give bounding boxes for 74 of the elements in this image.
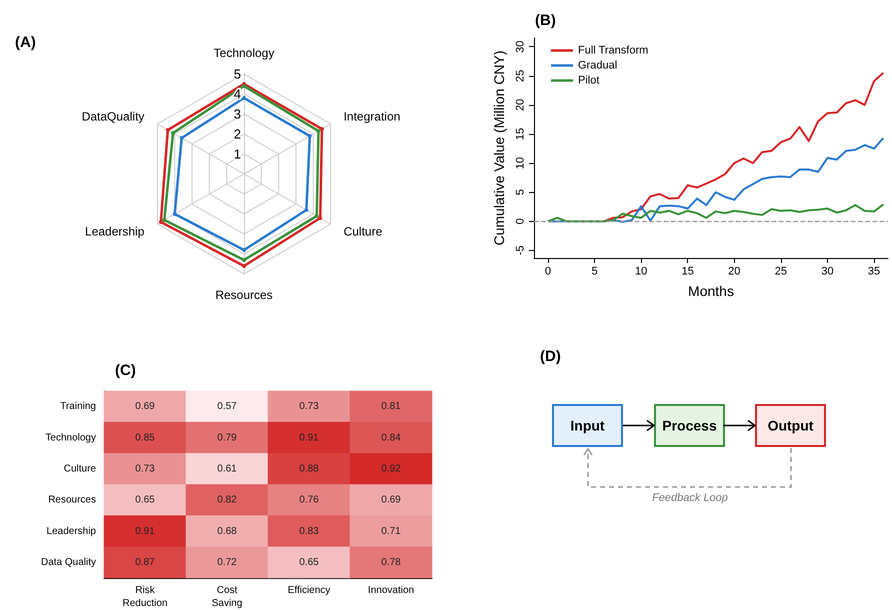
data-label: 0.91: [299, 432, 320, 444]
y-tick-label: 4: [234, 86, 241, 102]
spoke-label: DataQuality: [82, 110, 144, 124]
text: Output: [768, 418, 814, 434]
y-tick-label: 30: [514, 40, 526, 53]
x-tick-label: Cost Saving: [212, 585, 242, 609]
line-series: [602, 72, 884, 222]
y-tick-label: Culture: [64, 463, 96, 474]
data-label: 0.88: [299, 463, 320, 474]
y-tick-label: 20: [514, 98, 526, 112]
y-tick-label: Resources: [48, 494, 96, 506]
y-tick-label: Leadership: [46, 526, 96, 537]
data-label: 0.57: [217, 401, 238, 412]
data-label: 0.79: [217, 432, 238, 444]
data-label: 0.84: [381, 432, 402, 444]
data-label: 0.69: [135, 401, 156, 412]
data-label: 0.82: [217, 494, 238, 506]
y-tick-label: 5: [514, 189, 526, 196]
x-tick-label: 25: [774, 266, 787, 278]
chart-title: (C): [115, 362, 136, 379]
data-label: 0.81: [381, 401, 402, 412]
y-tick-label: Technology: [45, 432, 96, 444]
text: Process: [662, 418, 717, 434]
y-tick-label: Data Quality: [40, 556, 96, 568]
data-label: 0.83: [299, 526, 320, 537]
data-label: 0.72: [217, 556, 238, 568]
y-tick-label: 10: [514, 157, 526, 170]
data-label: 0.69: [381, 494, 402, 506]
data-label: 0.68: [217, 526, 238, 537]
spoke-label: Culture: [344, 224, 383, 238]
legend-label: Pilot: [578, 74, 600, 86]
data-label: 0.73: [135, 463, 156, 474]
x-tick-label: 35: [868, 266, 880, 278]
x-tick-label: 10: [635, 266, 648, 278]
x-tick-label: 15: [682, 266, 694, 278]
y-tick-label: 0: [514, 218, 526, 224]
x-tick-label: 20: [728, 266, 740, 278]
y-tick-label: Training: [60, 401, 96, 412]
legend-label: Gradual: [578, 60, 618, 72]
chart-title: (B): [535, 12, 556, 29]
data-label: 0.73: [299, 401, 320, 412]
data-label: 0.65: [135, 494, 156, 506]
data-label: 0.87: [135, 556, 156, 568]
data-label: 0.91: [135, 526, 156, 537]
x-tick-label: 30: [821, 266, 834, 278]
text: (D): [540, 348, 561, 365]
y-axis-title: Cumulative Value (Million CNY): [491, 50, 507, 246]
x-tick-label: Risk Reduction: [122, 585, 168, 609]
data-label: 0.76: [299, 494, 320, 506]
data-label: 0.65: [299, 556, 320, 568]
text: Input: [570, 418, 605, 434]
chart-title: (A): [15, 34, 36, 51]
y-tick-label: 5: [234, 66, 241, 82]
y-tick-label: 3: [234, 106, 241, 122]
line-series: [546, 203, 884, 222]
text: Feedback Loop: [652, 492, 728, 504]
x-tick-label: Innovation: [368, 585, 414, 596]
y-tick-label: 25: [514, 70, 526, 82]
y-tick-label: -5: [514, 246, 526, 256]
y-tick-label: 1: [234, 146, 241, 162]
spoke-label: Integration: [344, 110, 400, 124]
data-label: 0.61: [217, 463, 238, 474]
data-label: 0.85: [135, 432, 156, 444]
y-tick-label: 15: [514, 128, 526, 140]
data-label: 0.78: [381, 556, 402, 568]
x-tick-label: 0: [544, 266, 552, 278]
x-tick-label: 5: [591, 266, 598, 278]
x-axis-title: Months: [688, 283, 734, 299]
data-label: 0.71: [381, 526, 402, 537]
y-tick-label: 2: [234, 126, 241, 142]
legend-label: Full Transform: [578, 44, 648, 56]
x-tick-label: Efficiency: [288, 585, 330, 596]
data-label: 0.92: [381, 463, 402, 474]
spoke-label: Leadership: [85, 224, 145, 238]
